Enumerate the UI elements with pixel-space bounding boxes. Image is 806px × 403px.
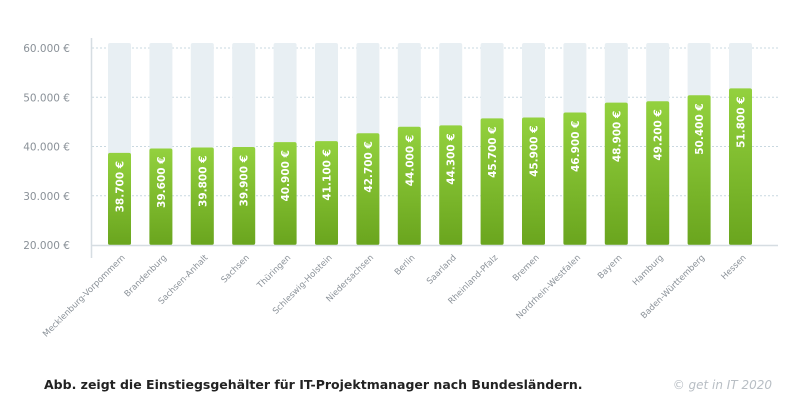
x-tick-label: Sachsen [219,253,251,285]
x-tick-label: Bremen [511,253,542,284]
x-tick-label: Hessen [720,253,749,282]
data-label: 42.700 € [363,141,375,192]
data-label: 44.300 € [446,133,458,184]
bar [563,112,587,245]
bar [604,102,628,245]
x-tick-label: Hamburg [631,253,666,288]
x-tick-label: Saarland [425,253,459,287]
data-label: 39.600 € [156,156,168,207]
x-tick-label: Brandenburg [123,253,169,299]
y-tick-label: 20.000 € [23,240,70,252]
bar [149,148,173,245]
data-label: 40.900 € [280,150,292,201]
x-tick-label: Thüringen [255,253,293,291]
data-label: 45.900 € [529,125,541,176]
bar [315,141,338,245]
data-label: 51.800 € [736,96,748,147]
data-label: 50.400 € [694,103,706,154]
x-tick-label: Berlin [393,253,418,278]
bar [356,133,380,245]
data-label: 39.900 € [239,155,251,206]
data-label: 39.800 € [197,155,209,206]
bar-chart: 20.000 € 30.000 € 40.000 € 50.000 € 60.000 €… [23,38,778,339]
bar [729,88,752,245]
y-tick-label: 50.000 € [23,92,70,104]
chart-caption: Abb. zeigt die Einstiegsgehälter für IT-… [44,377,583,392]
data-label: 44.000 € [404,135,416,186]
y-tick-label: 40.000 € [23,142,70,154]
bar [522,117,545,245]
bar [439,125,463,245]
data-label: 41.100 € [322,149,334,200]
bar [273,142,297,245]
y-tick-label: 30.000 € [23,191,70,203]
data-label: 49.200 € [653,109,665,160]
data-label: 38.700 € [115,161,127,212]
x-tick-label: Bayern [596,253,624,281]
bar [480,118,504,245]
bar [108,152,131,245]
bar [190,147,214,245]
y-tick-label: 60.000 € [23,43,70,55]
data-label: 45.700 € [487,126,499,177]
bar [397,126,421,245]
bar [687,95,711,245]
bar [232,146,256,245]
data-label: 46.900 € [570,121,582,172]
x-tick-label: Mecklenburg-Vorpommern [41,253,127,339]
bar [646,101,670,245]
copyright: © get in IT 2020 [672,378,772,392]
data-label: 48.900 € [611,111,623,162]
